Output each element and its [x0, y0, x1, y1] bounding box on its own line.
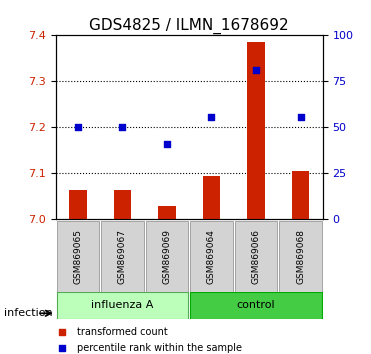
Text: GSM869065: GSM869065 [73, 229, 82, 284]
Point [164, 141, 170, 147]
FancyBboxPatch shape [145, 221, 188, 293]
FancyBboxPatch shape [190, 292, 322, 319]
Text: percentile rank within the sample: percentile rank within the sample [77, 343, 242, 353]
FancyBboxPatch shape [234, 221, 278, 293]
Point [75, 125, 81, 130]
Bar [158, 206, 176, 219]
Bar [203, 176, 220, 219]
FancyBboxPatch shape [190, 221, 233, 293]
Point [209, 114, 214, 120]
FancyBboxPatch shape [56, 292, 188, 319]
Bar [247, 42, 265, 219]
Text: GSM869066: GSM869066 [252, 229, 260, 284]
Bar [69, 190, 87, 219]
Text: control: control [237, 300, 275, 310]
Text: GSM869069: GSM869069 [162, 229, 171, 284]
Point [298, 114, 303, 120]
Bar [114, 190, 131, 219]
Text: infection: infection [4, 308, 52, 318]
Text: GSM869067: GSM869067 [118, 229, 127, 284]
Text: transformed count: transformed count [77, 327, 168, 337]
Point [253, 67, 259, 73]
FancyBboxPatch shape [279, 221, 322, 293]
FancyBboxPatch shape [56, 221, 99, 293]
Point [260, 132, 266, 138]
Point [260, 277, 266, 283]
Title: GDS4825 / ILMN_1678692: GDS4825 / ILMN_1678692 [89, 18, 289, 34]
Bar [292, 171, 309, 219]
Text: GSM869064: GSM869064 [207, 229, 216, 284]
Text: influenza A: influenza A [91, 300, 154, 310]
FancyBboxPatch shape [101, 221, 144, 293]
Text: GSM869068: GSM869068 [296, 229, 305, 284]
Point [119, 125, 125, 130]
